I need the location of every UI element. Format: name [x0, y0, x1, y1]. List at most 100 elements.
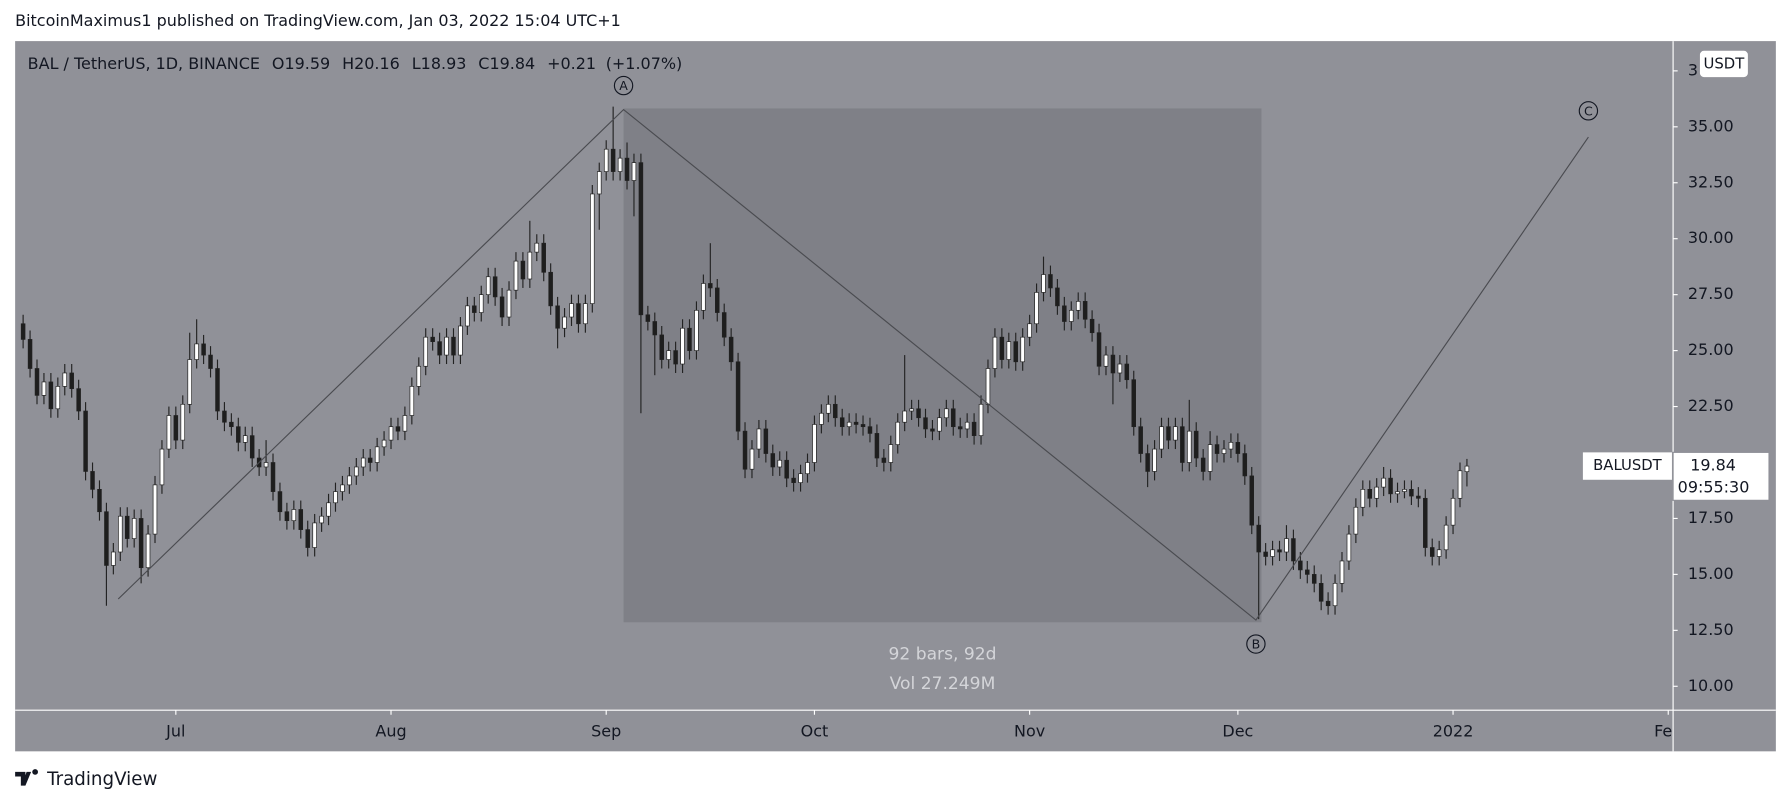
candle-body: [513, 260, 519, 291]
y-tick-label: 10.00: [1688, 676, 1734, 695]
candle-body: [1069, 309, 1074, 322]
candle-body: [340, 484, 345, 492]
candle-body: [1277, 549, 1282, 553]
candle-body: [62, 372, 68, 387]
candle-body: [603, 148, 609, 172]
ticker-tag: [1582, 452, 1672, 480]
candle-body: [367, 457, 373, 463]
candle-body: [728, 336, 734, 363]
candle-body: [423, 336, 428, 367]
candle-body: [1305, 569, 1310, 575]
candle-body: [971, 421, 977, 436]
time-axis: Jul Aug Sep Oct Nov Dec 2022 Feb: [165, 710, 1673, 740]
candle-body: [277, 491, 283, 513]
candle-body: [631, 162, 637, 181]
candle-body: [1263, 551, 1268, 557]
candle-body: [1388, 477, 1393, 495]
candle-body: [597, 171, 602, 195]
wave-label-circle: [613, 75, 634, 96]
candle-body: [41, 381, 47, 396]
candle-body: [215, 368, 220, 412]
candle-body: [930, 428, 935, 432]
candle-body: [347, 475, 352, 486]
candle-body: [1048, 274, 1053, 289]
candle-body: [1145, 453, 1150, 472]
candle-body: [27, 339, 33, 369]
candle-body: [152, 484, 158, 535]
candle-body: [853, 421, 859, 425]
countdown-label: 09:55:30: [1678, 477, 1750, 496]
candle-body: [534, 242, 540, 253]
candle-body: [111, 551, 116, 566]
candle-body: [881, 457, 887, 463]
candle-body: [1423, 497, 1428, 548]
y-tick-label: 35.00: [1688, 116, 1734, 135]
candle-body: [472, 305, 477, 313]
candle-body: [83, 410, 88, 472]
candle-body: [1124, 363, 1130, 381]
candle-body: [479, 294, 484, 313]
candle-body: [1152, 448, 1157, 472]
wave-label: C: [1584, 103, 1593, 118]
candle-body: [749, 448, 755, 470]
candle-body: [951, 408, 956, 428]
candle-body: [1436, 549, 1442, 557]
currency-badge[interactable]: [1698, 49, 1750, 79]
candle-body: [187, 359, 192, 405]
candle-body: [1298, 560, 1303, 571]
candle-body: [763, 428, 769, 454]
ohlc-label: H: [342, 53, 354, 72]
candle-body: [291, 509, 297, 522]
candle-body: [888, 444, 894, 463]
candle-body: [1381, 477, 1386, 488]
candle-body: [555, 305, 560, 329]
candle-body: [541, 242, 546, 273]
candle-body: [166, 415, 172, 450]
candle-body: [270, 462, 276, 492]
plot-area: 92 bars, 92d Vol 27.249M A B C: [20, 75, 1599, 694]
candle-body: [1096, 332, 1102, 367]
candle-body: [1214, 444, 1220, 454]
candle-body: [451, 336, 456, 356]
candle-body: [756, 428, 762, 450]
candle-body: [687, 327, 692, 351]
candle-body: [1284, 538, 1289, 553]
candle-body: [236, 426, 241, 443]
candle-body: [909, 408, 914, 412]
candle-body: [1180, 426, 1185, 463]
candle-body: [1457, 470, 1463, 499]
candle-body: [409, 386, 415, 416]
candle-body: [819, 412, 824, 425]
candle-body: [499, 296, 505, 318]
candle-body: [1138, 426, 1143, 454]
candle-body: [1374, 486, 1379, 499]
candle-body: [562, 316, 567, 329]
candle-body: [194, 343, 199, 360]
candle-body: [680, 327, 685, 365]
candle-body: [208, 354, 213, 369]
ohlc-label: C: [478, 53, 489, 72]
y-tick-label: 25.00: [1688, 340, 1734, 359]
candle-body: [1235, 442, 1241, 454]
candle-body: [222, 410, 227, 423]
candle-body: [1166, 426, 1171, 441]
candle-body: [1117, 363, 1123, 374]
candle-body: [708, 283, 713, 289]
candle-body: [1256, 524, 1261, 553]
candle-body: [1082, 301, 1088, 320]
candle-body: [1034, 292, 1039, 325]
candle-body: [812, 424, 817, 463]
candle-body: [1103, 354, 1109, 367]
range-volume-text: Vol 27.249M: [890, 674, 996, 694]
candle-body: [1242, 453, 1248, 477]
symbol: BAL / TetherUS, 1D, BINANCE: [28, 53, 260, 72]
candle-body: [791, 477, 796, 483]
candle-body: [1367, 489, 1373, 499]
candle-body: [1360, 489, 1366, 508]
candle-body: [284, 511, 290, 522]
candle-body: [1409, 489, 1414, 497]
candle-body: [992, 336, 998, 369]
candle-body: [1055, 287, 1060, 307]
